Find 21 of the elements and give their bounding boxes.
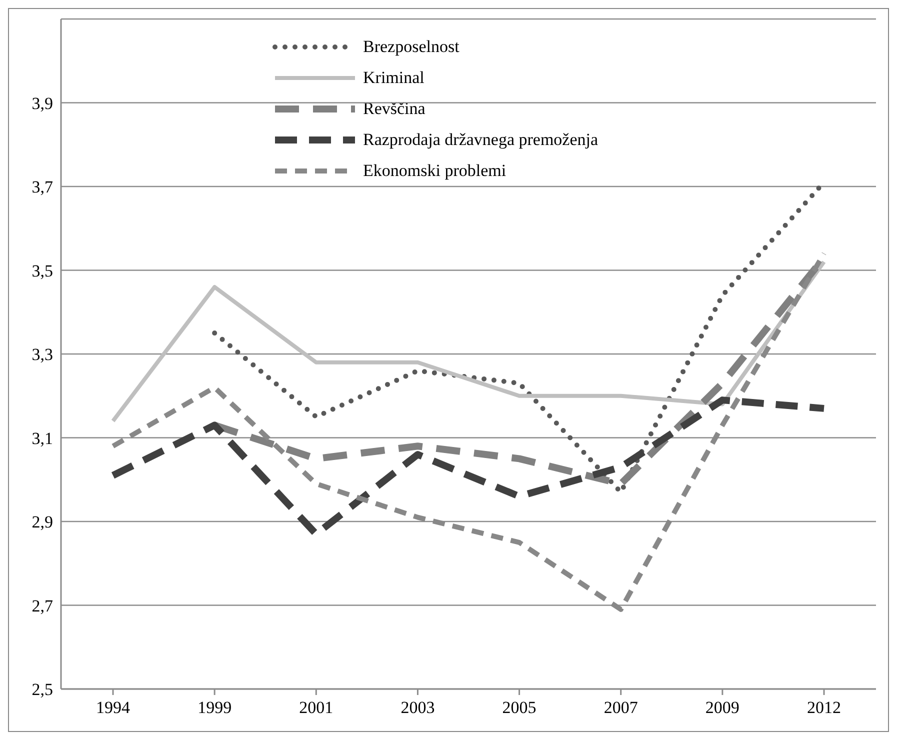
y-tick-label: 3,3 — [32, 345, 53, 364]
legend-label: Razprodaja državnega premoženja — [363, 130, 598, 150]
legend-label: Kriminal — [363, 68, 424, 88]
x-tick-label: 2003 — [400, 698, 435, 718]
legend-label: Ekonomski problemi — [363, 160, 506, 180]
legend-label: Revščina — [363, 98, 426, 118]
y-tick-label: 3,5 — [32, 261, 53, 280]
y-tick-label: 2,5 — [32, 680, 53, 700]
legend-label: Brezposelnost — [363, 36, 460, 56]
x-tick-label: 1994 — [96, 698, 130, 718]
y-tick-label: 3,1 — [32, 428, 53, 448]
y-tick-label: 3,7 — [32, 178, 54, 197]
y-tick-label: 2,7 — [32, 596, 54, 616]
x-tick-label: 2009 — [705, 698, 740, 718]
y-tick-label: 2,9 — [32, 512, 53, 532]
x-tick-label: 2007 — [604, 698, 638, 718]
x-tick-label: 2001 — [299, 698, 334, 718]
x-tick-label: 1999 — [198, 698, 232, 718]
y-tick-label: 3,9 — [32, 94, 53, 113]
x-tick-label: 2012 — [807, 698, 841, 718]
x-tick-label: 2005 — [502, 698, 536, 718]
